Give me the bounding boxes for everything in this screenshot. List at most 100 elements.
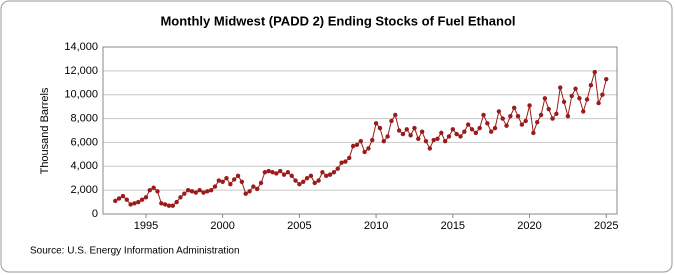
data-point xyxy=(519,122,525,127)
data-point xyxy=(469,127,475,132)
y-axis-label: Thousand Barrels xyxy=(39,87,51,174)
y-tick-label: 8,000 xyxy=(70,112,98,124)
data-point xyxy=(477,125,482,131)
x-tick-label: 2025 xyxy=(594,220,618,232)
data-point xyxy=(170,203,176,208)
data-point xyxy=(128,202,133,207)
data-point xyxy=(113,198,118,204)
data-point xyxy=(569,93,574,99)
data-point xyxy=(143,195,149,200)
y-tick-label: 14,000 xyxy=(64,41,98,53)
data-point xyxy=(205,189,210,194)
data-point xyxy=(588,82,594,88)
data-point xyxy=(308,173,314,179)
data-point xyxy=(247,189,252,194)
data-point xyxy=(546,106,551,112)
data-point xyxy=(216,178,222,183)
y-tick-label: 2,000 xyxy=(70,184,98,196)
data-point xyxy=(504,123,509,128)
data-point xyxy=(235,173,241,179)
data-point xyxy=(266,168,271,174)
data-point xyxy=(527,103,532,108)
data-point xyxy=(124,197,129,202)
data-point xyxy=(285,170,291,175)
data-point xyxy=(531,130,536,136)
data-point xyxy=(151,185,156,190)
data-point xyxy=(492,125,498,131)
y-tick-label: 12,000 xyxy=(64,65,98,77)
data-point xyxy=(293,178,298,183)
data-point xyxy=(408,133,413,138)
data-point xyxy=(335,166,340,171)
data-point xyxy=(523,118,528,124)
data-point xyxy=(377,125,383,131)
data-point xyxy=(362,149,367,155)
data-point xyxy=(185,187,191,193)
plot-border xyxy=(102,46,618,215)
data-point xyxy=(381,139,386,144)
data-point xyxy=(139,197,145,202)
data-point xyxy=(120,193,126,199)
data-point xyxy=(450,127,456,132)
y-tick-label: 4,000 xyxy=(70,160,98,172)
x-tick-label: 2010 xyxy=(364,220,388,232)
data-point xyxy=(239,179,245,184)
data-point xyxy=(132,201,137,206)
data-point xyxy=(366,146,371,151)
data-point xyxy=(435,136,440,142)
data-point xyxy=(255,186,260,192)
x-tick-label: 2015 xyxy=(441,220,465,232)
data-point xyxy=(412,125,417,131)
data-point xyxy=(573,86,578,91)
data-point xyxy=(243,191,248,196)
data-point xyxy=(258,180,264,186)
data-point xyxy=(373,121,379,126)
data-point xyxy=(465,122,471,127)
data-point xyxy=(370,137,375,143)
data-point xyxy=(278,168,283,174)
data-point xyxy=(427,146,433,151)
data-point xyxy=(558,85,563,90)
data-point xyxy=(320,170,325,175)
data-point xyxy=(400,131,406,137)
data-point xyxy=(347,155,352,161)
data-point xyxy=(542,96,548,101)
data-point xyxy=(301,179,306,184)
data-point xyxy=(515,113,521,119)
data-point xyxy=(565,113,571,119)
data-point xyxy=(396,128,402,133)
data-point xyxy=(228,181,233,187)
chart-title: Monthly Midwest (PADD 2) Ending Stocks o… xyxy=(160,13,515,28)
data-point xyxy=(485,121,490,126)
data-point xyxy=(584,97,590,102)
data-point xyxy=(159,201,164,206)
data-point xyxy=(343,159,348,164)
data-point xyxy=(604,77,609,82)
data-point xyxy=(481,112,486,118)
data-point xyxy=(193,190,199,195)
data-point xyxy=(393,112,398,118)
data-point xyxy=(251,184,256,189)
data-point xyxy=(535,119,540,125)
data-point xyxy=(201,190,206,195)
data-point xyxy=(354,142,360,148)
data-point xyxy=(189,189,195,194)
data-point xyxy=(155,189,160,194)
data-point xyxy=(178,195,183,200)
x-tick-label: 2020 xyxy=(517,220,541,232)
data-point xyxy=(500,116,505,121)
data-point xyxy=(297,181,302,187)
data-point xyxy=(416,136,421,142)
data-point xyxy=(561,99,567,105)
data-point xyxy=(208,187,214,193)
data-point xyxy=(423,139,429,144)
data-point xyxy=(304,176,310,181)
data-point xyxy=(600,92,605,97)
data-point xyxy=(538,112,544,118)
data-point xyxy=(289,173,294,179)
data-point xyxy=(596,100,601,106)
data-point xyxy=(442,139,448,144)
data-point xyxy=(197,187,202,193)
data-point xyxy=(488,129,494,134)
